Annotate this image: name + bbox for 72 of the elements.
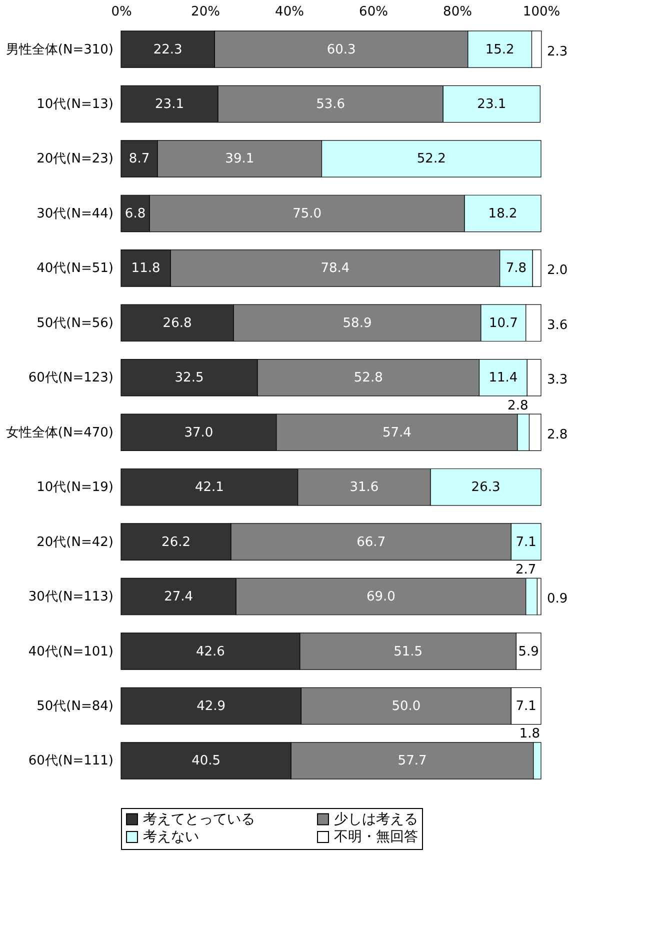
- y-tick-label: 40代(N=51): [36, 261, 114, 276]
- data-label: 23.1: [155, 97, 184, 112]
- data-label: 52.2: [416, 152, 446, 167]
- data-label: 26.8: [162, 316, 192, 331]
- data-label: 66.7: [356, 534, 386, 550]
- x-tick-label: 80%: [443, 4, 472, 20]
- data-label: 8.7: [128, 152, 150, 167]
- data-label: 7.8: [506, 261, 527, 276]
- data-label: 27.4: [164, 590, 194, 605]
- data-label: 7.1: [516, 698, 536, 714]
- legend-label: 不明・無回答: [334, 829, 418, 845]
- data-label: 1.8: [519, 726, 540, 742]
- data-label: 69.0: [366, 590, 396, 605]
- data-label: 57.7: [398, 754, 427, 769]
- data-label: 18.2: [488, 206, 518, 222]
- y-tick-label: 40代(N=101): [28, 644, 114, 660]
- data-label: 15.2: [485, 42, 514, 58]
- data-label: 42.1: [194, 480, 224, 496]
- data-label: 3.6: [547, 318, 568, 333]
- data-label: 2.3: [547, 44, 568, 60]
- data-label: 51.5: [394, 644, 423, 660]
- data-label: 11.8: [131, 261, 160, 276]
- x-tick-label: 20%: [191, 4, 220, 20]
- data-label: 11.4: [488, 370, 518, 386]
- data-label: 23.1: [477, 97, 506, 112]
- data-label: 58.9: [342, 316, 372, 331]
- data-label: 2.8: [508, 398, 528, 414]
- y-tick-label: 30代(N=44): [36, 206, 114, 222]
- y-tick-label: 女性全体(N=470): [6, 425, 114, 440]
- legend-label: 考えない: [143, 829, 199, 845]
- data-label: 37.0: [184, 425, 214, 440]
- data-label: 60.3: [326, 42, 356, 58]
- y-tick-label: 50代(N=56): [36, 316, 114, 331]
- y-tick-label: 50代(N=84): [36, 698, 114, 714]
- y-tick-label: 20代(N=42): [36, 534, 114, 550]
- y-tick-label: 30代(N=113): [28, 590, 114, 605]
- data-label: 42.6: [196, 644, 225, 660]
- data-label: 78.4: [320, 261, 350, 276]
- legend-label: 考えてとっている: [143, 811, 255, 828]
- data-label: 52.8: [354, 370, 383, 386]
- data-label: 57.4: [382, 425, 412, 440]
- y-tick-label: 20代(N=23): [36, 152, 114, 167]
- y-tick-label: 10代(N=13): [36, 97, 114, 112]
- data-label: 75.0: [292, 206, 322, 222]
- y-tick-label: 10代(N=19): [36, 480, 114, 496]
- data-label: 32.5: [174, 370, 204, 386]
- x-tick-label: 100%: [522, 4, 560, 20]
- data-label: 7.1: [516, 534, 536, 550]
- data-label: 40.5: [192, 754, 221, 769]
- data-label: 6.8: [124, 206, 146, 222]
- data-label: 31.6: [350, 480, 379, 496]
- data-label: 26.2: [162, 534, 190, 550]
- data-label: 2.0: [547, 263, 568, 278]
- data-label: 50.0: [392, 698, 421, 714]
- data-label: 22.3: [153, 42, 182, 58]
- data-label: 26.3: [471, 480, 500, 496]
- data-label: 0.9: [547, 592, 568, 607]
- y-tick-label: 60代(N=111): [28, 754, 114, 769]
- y-tick-label: 男性全体(N=310): [6, 42, 114, 58]
- legend-label: 少しは考える: [334, 811, 418, 828]
- data-label: 2.7: [516, 562, 536, 578]
- data-label: 42.9: [196, 698, 226, 714]
- data-label: 3.3: [547, 372, 568, 388]
- data-label: 5.9: [518, 644, 539, 660]
- data-label: 2.8: [547, 427, 568, 442]
- data-label: 10.7: [488, 316, 518, 331]
- x-tick-label: 60%: [359, 4, 388, 20]
- x-tick-label: 0%: [111, 4, 132, 20]
- y-tick-label: 60代(N=123): [28, 370, 114, 386]
- x-tick-label: 40%: [275, 4, 304, 20]
- data-label: 53.6: [316, 97, 346, 112]
- data-label: 39.1: [225, 152, 254, 167]
